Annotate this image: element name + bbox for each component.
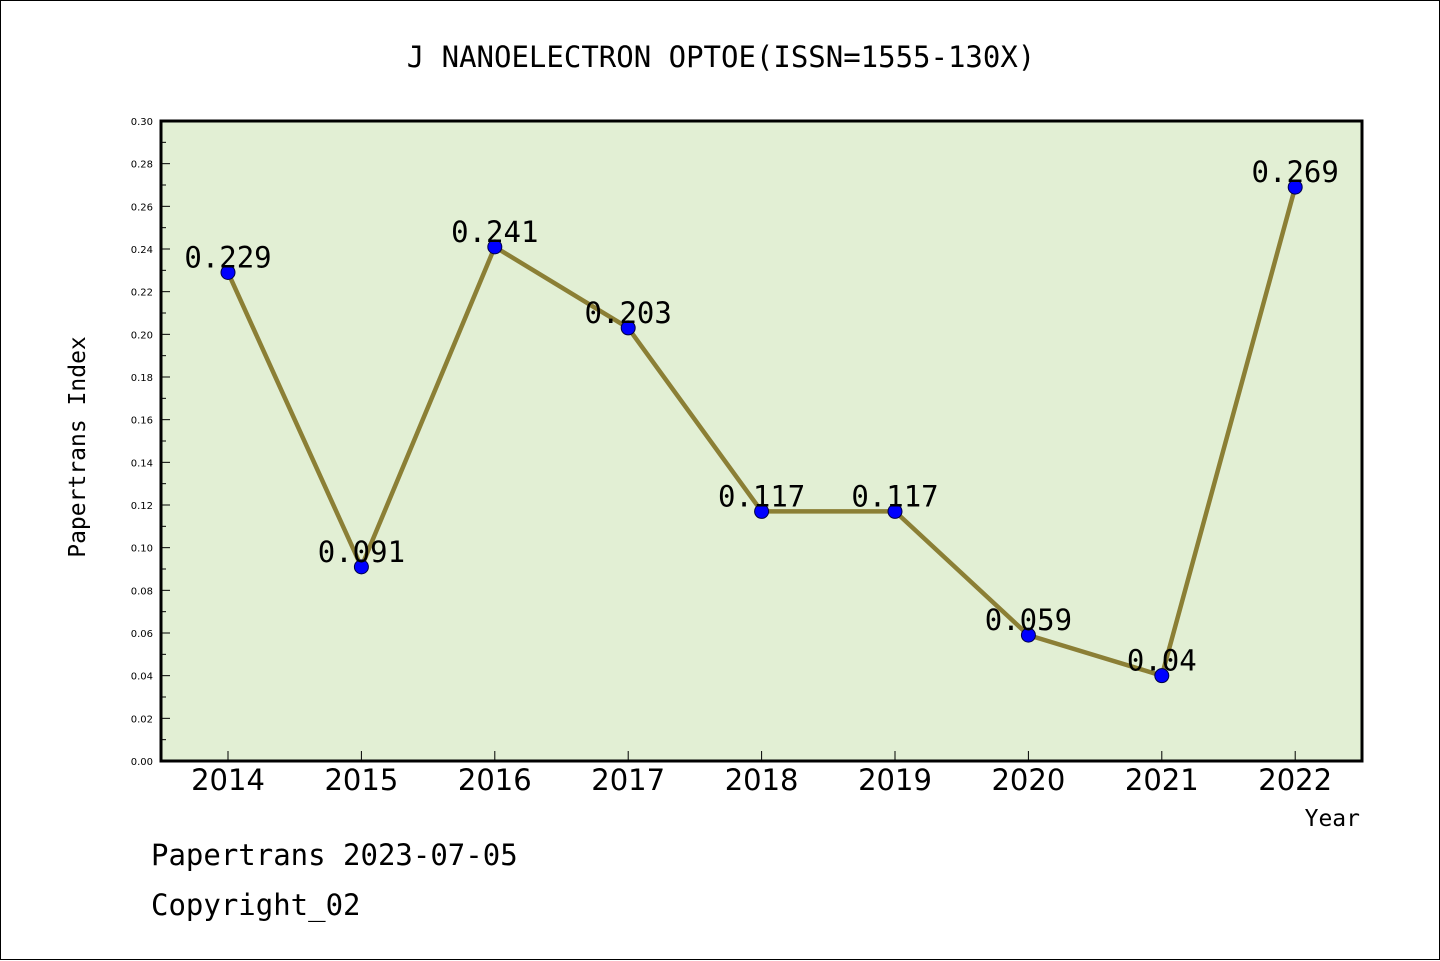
data-point [1287,179,1303,195]
y-tick-label: 0.24 [131,245,153,256]
x-tick-label: 2014 [191,763,265,797]
x-tick-label: 2020 [991,763,1065,797]
data-point [220,264,236,280]
y-tick-label: 0.12 [131,501,153,512]
x-tick-label: 2019 [858,763,932,797]
x-tick-label: 2021 [1125,763,1199,797]
y-tick-label: 0.22 [131,288,153,299]
data-label: 0.117 [718,479,805,513]
y-tick-label: 0.00 [131,757,153,768]
y-tick-label: 0.04 [131,672,153,683]
data-label: 0.117 [851,479,938,513]
y-tick-label: 0.02 [131,714,153,725]
y-tick-label: 0.08 [131,586,153,597]
x-tick-label: 2022 [1258,763,1332,797]
y-axis-label: Papertrans Index [65,336,91,558]
y-tick-label: 0.06 [131,629,153,640]
y-axis: 0.00 0.02 0.04 0.06 0.08 0.10 0.12 0.14 0.16 0.18… [131,117,170,768]
data-point [620,320,636,336]
x-tick-label: 2016 [458,763,532,797]
footer-copyright-text: Copyright_02 [151,888,361,923]
plot-area [159,119,1364,763]
y-tick-label: 0.30 [131,117,153,128]
y-tick-label: 0.20 [131,330,153,341]
y-tick-label: 0.14 [131,458,153,469]
data-label: 0.269 [1252,155,1339,189]
data-point [1020,627,1036,643]
data-label: 0.059 [985,603,1072,637]
y-tick-label: 0.18 [131,373,153,384]
data-label: 0.229 [184,240,271,274]
x-tick-label: 2017 [591,763,665,797]
x-tick-label: 2015 [324,763,398,797]
y-tick-label: 0.26 [131,202,153,213]
data-label: 0.203 [585,296,672,330]
y-tick-label: 0.16 [131,416,153,427]
data-label: 0.04 [1127,644,1197,678]
data-point [487,239,503,255]
data-point [353,559,369,575]
y-tick-label: 0.28 [131,160,153,171]
x-axis: 2014 2015 2016 2017 2018 2019 2020 2021 2022 [191,751,1332,797]
data-label: 0.091 [318,535,405,569]
data-label-layer: 0.229 0.091 0.241 0.203 0.117 0.117 0.059 0.04 0… [184,155,1339,678]
data-point [887,503,903,519]
y-tick-label: 0.10 [131,544,153,555]
data-label: 0.241 [451,215,538,249]
x-tick-label: 2018 [725,763,799,797]
x-axis-label: Year [1305,806,1360,832]
data-point [754,503,770,519]
chart-title: J NANOELECTRON OPTOE(ISSN=1555-130X) [407,40,1036,74]
data-point [1154,668,1170,684]
series-layer [220,179,1303,684]
footer-date-text: Papertrans 2023-07-05 [151,838,518,872]
